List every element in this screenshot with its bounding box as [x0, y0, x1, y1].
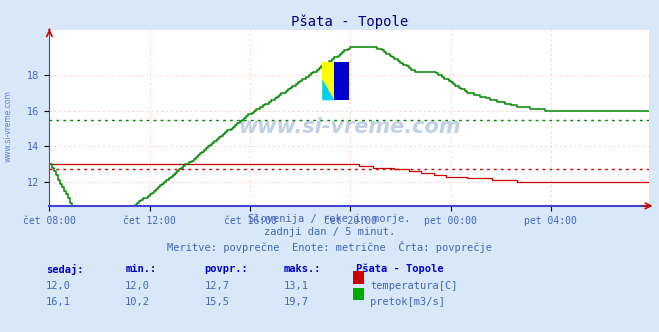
Text: 19,7: 19,7 [283, 297, 308, 307]
Title: Pšata - Topole: Pšata - Topole [291, 14, 408, 29]
Text: Meritve: povprečne  Enote: metrične  Črta: povprečje: Meritve: povprečne Enote: metrične Črta:… [167, 241, 492, 253]
Polygon shape [322, 79, 334, 100]
Text: www.si-vreme.com: www.si-vreme.com [238, 117, 461, 137]
Text: 13,1: 13,1 [283, 281, 308, 290]
Text: povpr.:: povpr.: [204, 264, 248, 274]
Text: 12,7: 12,7 [204, 281, 229, 290]
Text: 12,0: 12,0 [125, 281, 150, 290]
Text: 10,2: 10,2 [125, 297, 150, 307]
Text: Pšata - Topole: Pšata - Topole [356, 264, 444, 275]
Text: 15,5: 15,5 [204, 297, 229, 307]
Text: min.:: min.: [125, 264, 156, 274]
Text: 12,0: 12,0 [46, 281, 71, 290]
Bar [334, 61, 349, 100]
Text: sedaj:: sedaj: [46, 264, 84, 275]
Text: pretok[m3/s]: pretok[m3/s] [370, 297, 445, 307]
Text: 16,1: 16,1 [46, 297, 71, 307]
Text: www.si-vreme.com: www.si-vreme.com [3, 90, 13, 162]
Text: Slovenija / reke in morje.: Slovenija / reke in morje. [248, 214, 411, 224]
Text: zadnji dan / 5 minut.: zadnji dan / 5 minut. [264, 227, 395, 237]
Bar [322, 61, 349, 100]
Text: temperatura[C]: temperatura[C] [370, 281, 458, 290]
Text: maks.:: maks.: [283, 264, 321, 274]
